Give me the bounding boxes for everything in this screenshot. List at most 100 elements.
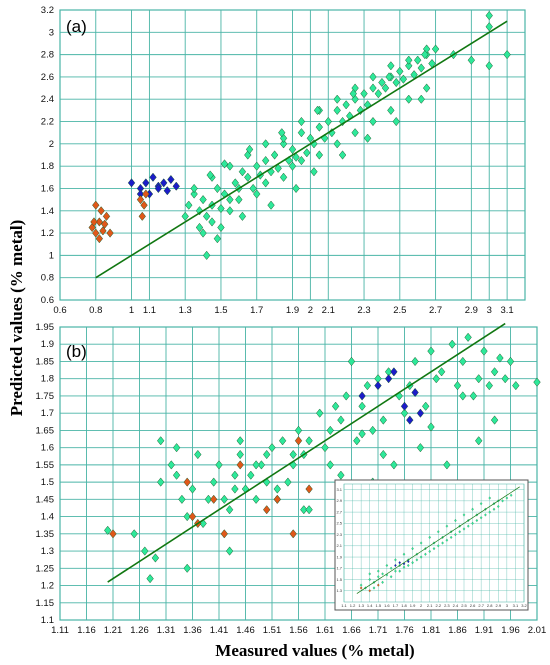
data-point	[261, 139, 270, 149]
data-point	[294, 436, 303, 446]
y-tick-label: 1.9	[41, 339, 54, 350]
data-point	[305, 484, 313, 494]
data-point	[374, 89, 383, 99]
y-tick-label: 1.75	[36, 391, 55, 402]
data-point	[315, 122, 324, 132]
data-point	[381, 580, 384, 584]
x-tick-label: 2	[420, 603, 423, 608]
data-point	[381, 572, 384, 576]
data-point	[305, 505, 313, 515]
data-point	[326, 460, 334, 470]
data-point	[263, 505, 271, 515]
data-point	[533, 377, 541, 387]
x-tick-label: 2.2	[436, 603, 442, 608]
x-tick-label: 2.9	[465, 305, 478, 316]
data-point	[273, 484, 281, 494]
data-point	[505, 496, 509, 500]
data-point	[427, 422, 435, 432]
data-point	[398, 561, 401, 565]
data-point	[485, 10, 493, 21]
series-2	[88, 189, 150, 244]
data-point	[377, 569, 380, 573]
y-tick-label: 1.85	[36, 356, 55, 367]
x-tick-label: 2	[308, 305, 313, 316]
data-point	[351, 128, 359, 138]
data-point	[422, 401, 430, 411]
data-point	[424, 552, 427, 556]
data-point	[368, 572, 371, 576]
data-point	[206, 170, 214, 180]
data-point	[217, 222, 225, 233]
x-tick-label: 1.51	[263, 625, 282, 636]
y-tick-label: 1.25	[36, 563, 55, 574]
data-point	[146, 574, 154, 584]
data-point	[368, 577, 371, 582]
y-tick-label: 1.95	[36, 322, 55, 333]
data-point	[278, 128, 286, 138]
data-point	[496, 353, 504, 363]
data-point	[235, 195, 243, 205]
y-tick-label: 1.55	[36, 460, 55, 471]
x-tick-label: 1.1	[143, 305, 156, 316]
data-point	[399, 74, 408, 84]
data-point	[252, 460, 260, 470]
data-point	[289, 449, 297, 460]
y-axis-title: Predicted values (% metal)	[7, 220, 26, 417]
data-point	[484, 513, 487, 517]
x-tick-label: 3	[487, 305, 492, 316]
x-tick-label: 1.7	[393, 603, 399, 608]
data-point	[441, 541, 444, 545]
y-tick-label: 1.65	[36, 425, 55, 436]
data-point	[381, 83, 390, 93]
data-point	[358, 401, 366, 411]
x-tick-label: 1.86	[448, 625, 467, 636]
data-point	[379, 449, 387, 460]
data-point	[378, 77, 386, 88]
series-1	[358, 367, 425, 425]
data-point	[432, 547, 436, 551]
data-point	[411, 561, 414, 565]
x-tick-label: 1.8	[401, 603, 407, 608]
data-point	[261, 155, 270, 166]
x-tick-label: 3	[506, 603, 509, 608]
data-point	[270, 150, 279, 160]
data-point	[417, 63, 425, 73]
y-tick-label: 2.1	[336, 543, 342, 548]
data-point	[95, 234, 104, 244]
x-tick-label: 2.01	[528, 625, 547, 636]
x-tick-label: 2.7	[478, 603, 484, 608]
data-point	[231, 178, 239, 188]
data-point	[503, 50, 511, 60]
data-point	[138, 211, 146, 221]
data-point	[394, 563, 397, 568]
x-tick-label: 1.26	[130, 625, 149, 636]
data-point	[284, 477, 292, 487]
data-point	[172, 443, 181, 453]
data-point	[252, 494, 260, 504]
data-point	[497, 504, 500, 509]
data-point	[389, 575, 393, 579]
data-point	[236, 460, 244, 470]
y-tick-label: 1.7	[336, 566, 342, 571]
x-tick-label: 1.76	[395, 625, 414, 636]
data-point	[353, 436, 361, 446]
data-point	[338, 150, 347, 160]
data-point	[163, 186, 171, 196]
x-tick-label: 1.1	[341, 603, 347, 608]
data-point	[142, 189, 150, 199]
regression-line	[95, 20, 508, 279]
data-point	[479, 516, 483, 520]
data-point	[333, 105, 341, 115]
data-point	[172, 470, 181, 480]
data-point	[288, 144, 297, 155]
data-point	[464, 332, 472, 342]
data-point	[333, 94, 341, 104]
y-tick-label: 1.45	[36, 494, 55, 505]
data-point	[392, 77, 400, 88]
x-tick-label: 1.3	[179, 305, 192, 316]
data-point	[95, 217, 104, 227]
data-point	[106, 228, 114, 238]
data-point	[261, 178, 270, 188]
y-tick-label: 3.2	[41, 5, 54, 16]
y-tick-label: 2	[49, 139, 54, 150]
